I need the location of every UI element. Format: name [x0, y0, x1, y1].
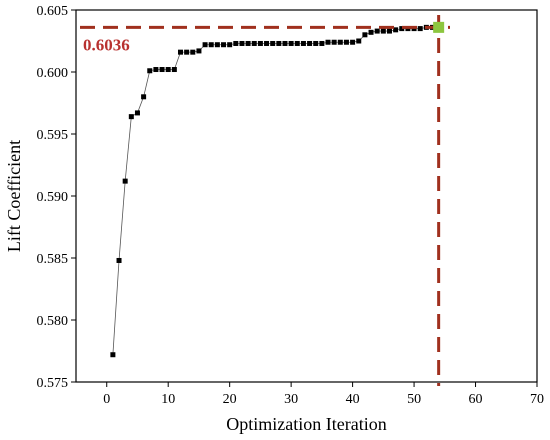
- data-point-32: [300, 40, 306, 46]
- data-point-1: [110, 352, 116, 358]
- data-point-33: [307, 40, 313, 46]
- data-point-12: [177, 49, 183, 55]
- data-point-42: [362, 32, 368, 38]
- data-point-27: [270, 40, 276, 46]
- data-point-35: [319, 40, 325, 46]
- plot-area: [75, 9, 538, 383]
- plot-frame: [75, 9, 538, 383]
- data-point-11: [171, 67, 177, 73]
- data-point-18: [214, 42, 220, 48]
- data-point-40: [350, 39, 356, 45]
- x-tick-label-50: 50: [407, 392, 421, 407]
- y-tick-label-3: 0.590: [37, 190, 69, 205]
- data-point-41: [356, 38, 362, 44]
- optimum-marker: [433, 21, 445, 33]
- data-point-29: [282, 40, 288, 46]
- y-tick-label-1: 0.580: [37, 314, 69, 329]
- x-tick-label-0: 0: [103, 392, 110, 407]
- data-point-7: [147, 68, 153, 74]
- data-point-36: [325, 39, 331, 45]
- data-point-44: [374, 28, 380, 34]
- x-tick-label-60: 60: [469, 392, 483, 407]
- x-axis-title: Optimization Iteration: [226, 414, 386, 434]
- x-tick-label-10: 10: [161, 392, 175, 407]
- series-line: [112, 26, 439, 355]
- data-point-31: [294, 40, 300, 46]
- data-point-8: [153, 67, 159, 73]
- x-tick-label-70: 70: [530, 392, 544, 407]
- data-point-16: [202, 42, 208, 48]
- y-axis-title: Lift Coefficient: [4, 140, 24, 252]
- data-point-4: [128, 114, 134, 120]
- y-tick-label-0: 0.575: [37, 376, 69, 391]
- data-point-21: [233, 40, 239, 46]
- series-layer: [110, 24, 442, 358]
- data-point-45: [380, 28, 386, 34]
- data-point-39: [343, 39, 349, 45]
- data-point-19: [221, 42, 227, 48]
- data-point-6: [141, 94, 147, 100]
- axes: 0 10 20 30 40 50 60 70 0.575 0.580 0.585 0.590 0.595…: [37, 4, 545, 407]
- x-tick-label-40: 40: [346, 392, 360, 407]
- data-point-14: [190, 49, 196, 55]
- y-tick-label-2: 0.585: [37, 252, 69, 267]
- data-point-47: [393, 27, 399, 33]
- data-point-25: [257, 40, 263, 46]
- data-point-10: [165, 67, 171, 73]
- data-point-51: [417, 26, 423, 32]
- data-point-13: [184, 49, 190, 55]
- data-point-43: [368, 29, 374, 35]
- y-tick-label-6: 0.605: [37, 4, 69, 19]
- data-point-30: [288, 40, 294, 46]
- data-point-5: [134, 110, 140, 116]
- data-point-34: [313, 40, 319, 46]
- data-point-46: [386, 28, 392, 34]
- data-point-3: [122, 178, 128, 184]
- data-point-9: [159, 67, 165, 73]
- y-tick-label-4: 0.595: [37, 128, 69, 143]
- optimum-annotation: 0.6036: [80, 15, 450, 386]
- data-point-48: [399, 26, 405, 32]
- data-point-22: [239, 40, 245, 46]
- data-point-26: [264, 40, 270, 46]
- data-point-24: [251, 40, 257, 46]
- optimum-label: 0.6036: [83, 35, 130, 54]
- data-point-17: [208, 42, 214, 48]
- data-point-2: [116, 257, 122, 263]
- data-point-28: [276, 40, 282, 46]
- y-tick-label-5: 0.600: [37, 66, 69, 81]
- data-point-23: [245, 40, 251, 46]
- x-tick-label-20: 20: [223, 392, 237, 407]
- data-point-37: [331, 39, 337, 45]
- data-point-38: [337, 39, 343, 45]
- data-point-20: [227, 42, 233, 48]
- x-tick-label-30: 30: [284, 392, 298, 407]
- data-point-15: [196, 48, 202, 54]
